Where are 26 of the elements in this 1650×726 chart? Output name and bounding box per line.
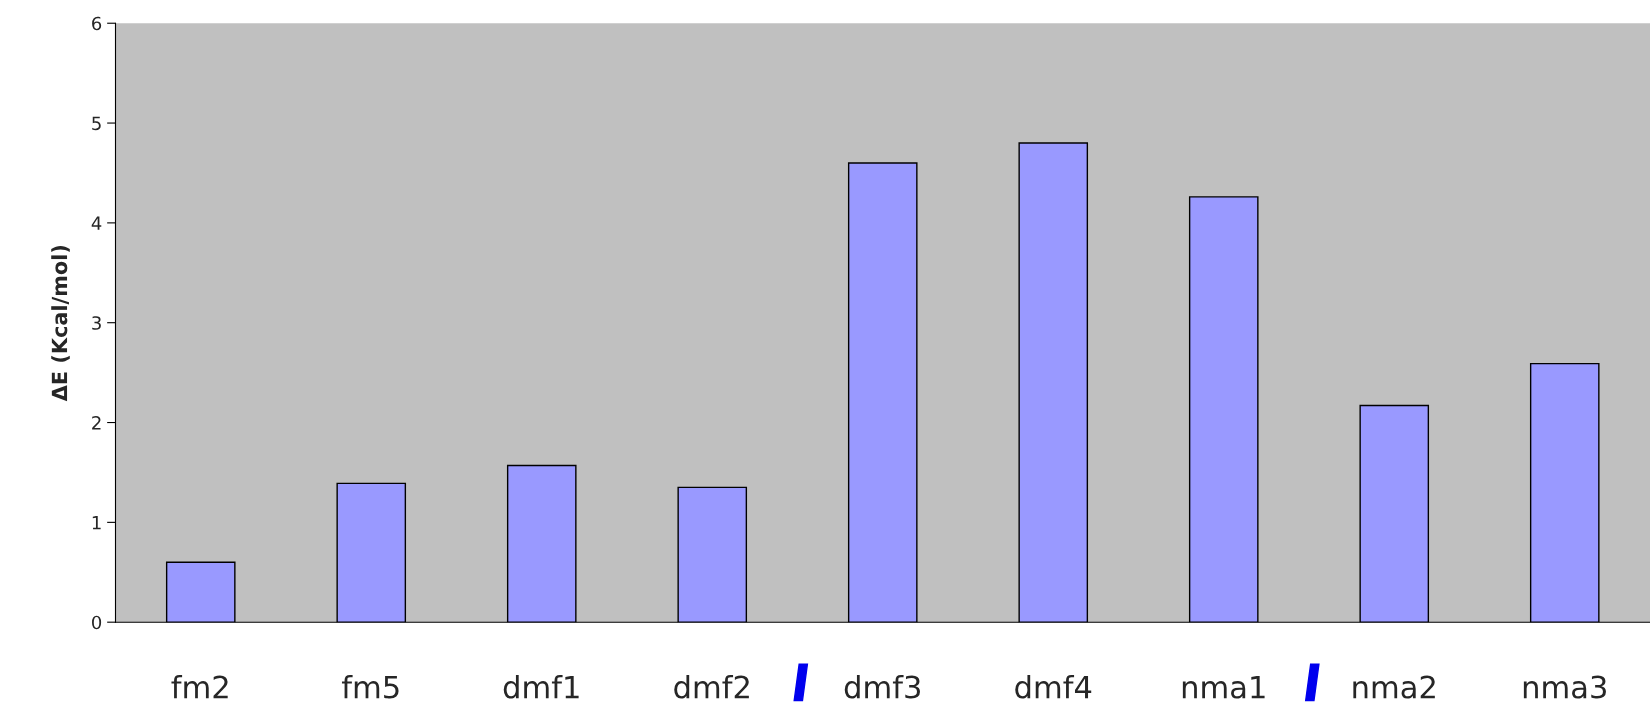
y-tick-label: 2 xyxy=(92,415,101,430)
x-tick-label: dmf4 xyxy=(1015,674,1092,699)
bar xyxy=(336,482,407,623)
x-tick-label: dmf2 xyxy=(674,674,749,699)
x-tick-label: nma3 xyxy=(1523,675,1606,699)
y-tick-label: 0 xyxy=(92,615,102,630)
bar xyxy=(677,486,748,623)
bar xyxy=(165,561,236,623)
bar xyxy=(1529,362,1600,623)
y-tick-label: 4 xyxy=(91,216,102,230)
x-tick-label: dmf3 xyxy=(844,674,920,699)
y-tick-label: 1 xyxy=(92,516,101,530)
x-tick-label: nma1 xyxy=(1182,675,1265,699)
bar xyxy=(1018,142,1089,623)
x-tick-label: dmf1 xyxy=(503,674,579,699)
bar xyxy=(1188,196,1259,623)
y-axis-title: ΔE (Kcal/mol) xyxy=(51,245,70,402)
y-tick-label: 5 xyxy=(92,116,101,131)
bar xyxy=(506,464,577,623)
x-tick-label: fm2 xyxy=(171,674,228,699)
x-tick-label: nma2 xyxy=(1353,675,1435,699)
y-tick-label: 6 xyxy=(92,16,102,31)
bar xyxy=(847,162,918,623)
y-tick-label: 3 xyxy=(92,316,101,330)
x-tick-label: fm5 xyxy=(341,674,399,699)
bar xyxy=(1359,404,1430,623)
